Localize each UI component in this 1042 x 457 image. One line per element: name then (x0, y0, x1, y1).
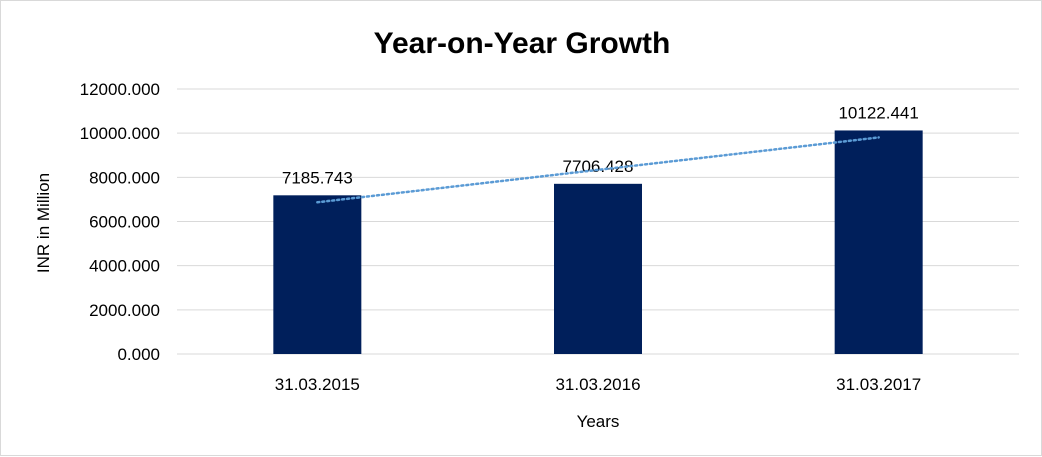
y-tick-label: 10000.000 (80, 124, 160, 143)
data-label: 7185.743 (282, 168, 353, 187)
y-tick-label: 8000.000 (89, 168, 160, 187)
y-axis-ticks: 0.000 2000.000 4000.000 6000.000 8000.000 100… (80, 80, 160, 364)
trendline-group (316, 136, 880, 204)
bar (834, 130, 923, 354)
y-axis-label: INR in Million (34, 173, 53, 273)
x-axis-label: Years (577, 412, 620, 431)
x-axis-ticks: 31.03.2015 31.03.2016 31.03.2017 (275, 375, 921, 394)
y-tick-label: 2000.000 (89, 301, 160, 320)
trendline (316, 136, 880, 204)
bars (273, 130, 923, 354)
x-tick-label: 31.03.2015 (275, 375, 360, 394)
x-tick-label: 31.03.2017 (836, 375, 921, 394)
y-tick-label: 12000.000 (80, 80, 160, 99)
y-tick-label: 4000.000 (89, 257, 160, 276)
data-label: 10122.441 (838, 103, 918, 122)
bar (554, 183, 642, 354)
bar (273, 195, 362, 354)
x-tick-label: 31.03.2016 (555, 375, 640, 394)
y-tick-label: 0.000 (117, 345, 160, 364)
y-tick-label: 6000.000 (89, 213, 160, 232)
chart-title: Year-on-Year Growth (374, 27, 671, 60)
